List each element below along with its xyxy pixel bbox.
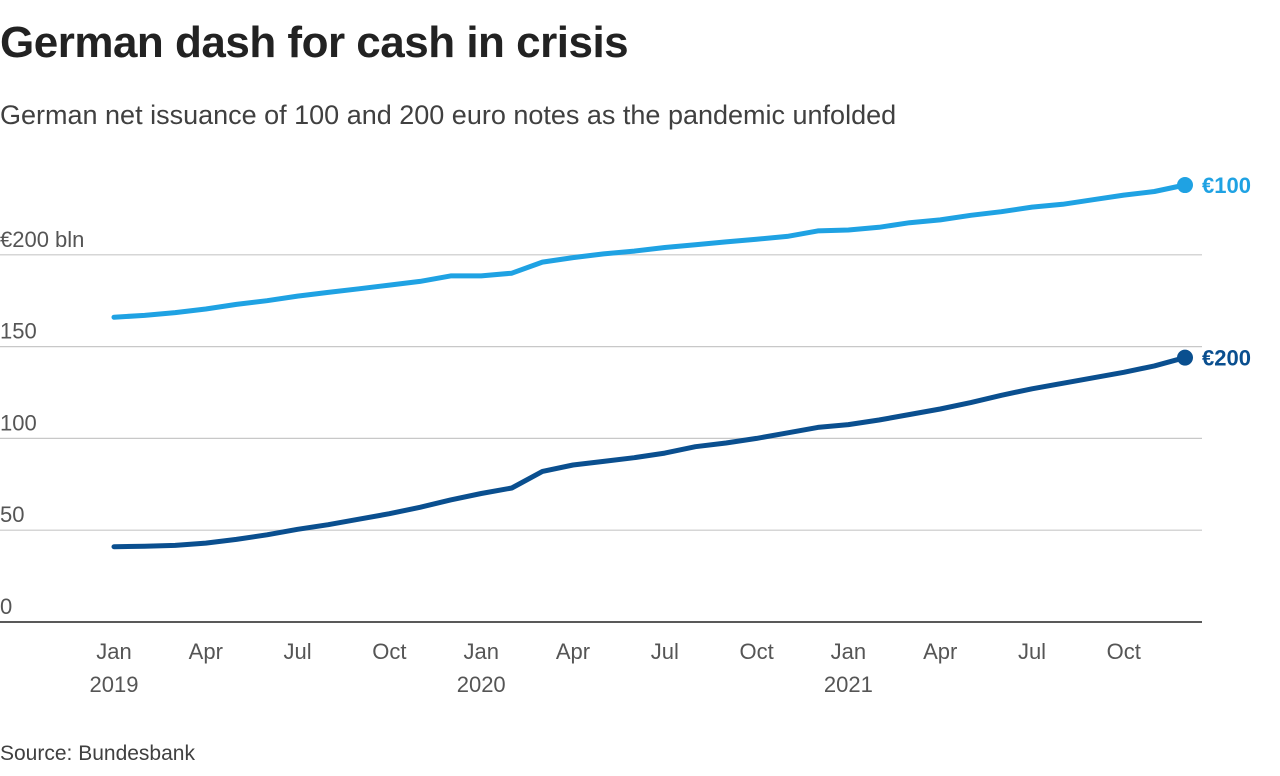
x-tick-label: Oct [372,639,406,664]
x-tick-label: Jan [96,639,131,664]
x-tick-label: Jul [1018,639,1046,664]
chart-subtitle: German net issuance of 100 and 200 euro … [0,100,897,130]
y-tick-label: 100 [0,410,37,435]
x-tick-label: Apr [923,639,957,664]
x-tick-label: Apr [556,639,590,664]
y-tick-label: 50 [0,502,24,527]
gridlines [0,254,1202,623]
y-tick-label: €200 bln [0,227,84,252]
x-tick-year-label: 2021 [824,672,873,697]
x-tick-year-label: 2020 [457,672,506,697]
series-line [111,355,1188,550]
source-note: Source: Bundesbank [0,742,195,765]
x-tick-label: Apr [189,639,223,664]
series-lines [111,177,1193,550]
x-tick-label: Jan [831,639,866,664]
x-tick-label: Oct [739,639,773,664]
series-line [111,182,1188,320]
series-end-point [1177,177,1193,194]
y-tick-label: 0 [0,594,12,619]
x-tick-label: Jul [284,639,312,664]
x-axis-tick-labels: Jan 2019 Apr Jul Oct Jan 2020 Apr Jul Oct Jan 2021 A… [90,639,1141,697]
series-end-point [1177,349,1193,366]
x-tick-label: Jan [463,639,498,664]
x-tick-label: Oct [1107,639,1141,664]
x-tick-year-label: 2019 [90,672,139,697]
y-tick-label: 150 [0,319,37,344]
series-end-label: €200 [1202,346,1251,371]
y-axis-tick-labels: 0 50 100 150 €200 bln [0,227,84,619]
x-tick-label: Jul [651,639,679,664]
series-end-labels: €100 €200 [1202,173,1251,371]
series-end-label: €100 [1202,173,1251,198]
line-chart: 0 50 100 150 €200 bln Jan 2019 Apr Jul Oct Jan 202… [0,173,1251,697]
chart-title: German dash for cash in crisis [0,18,629,67]
